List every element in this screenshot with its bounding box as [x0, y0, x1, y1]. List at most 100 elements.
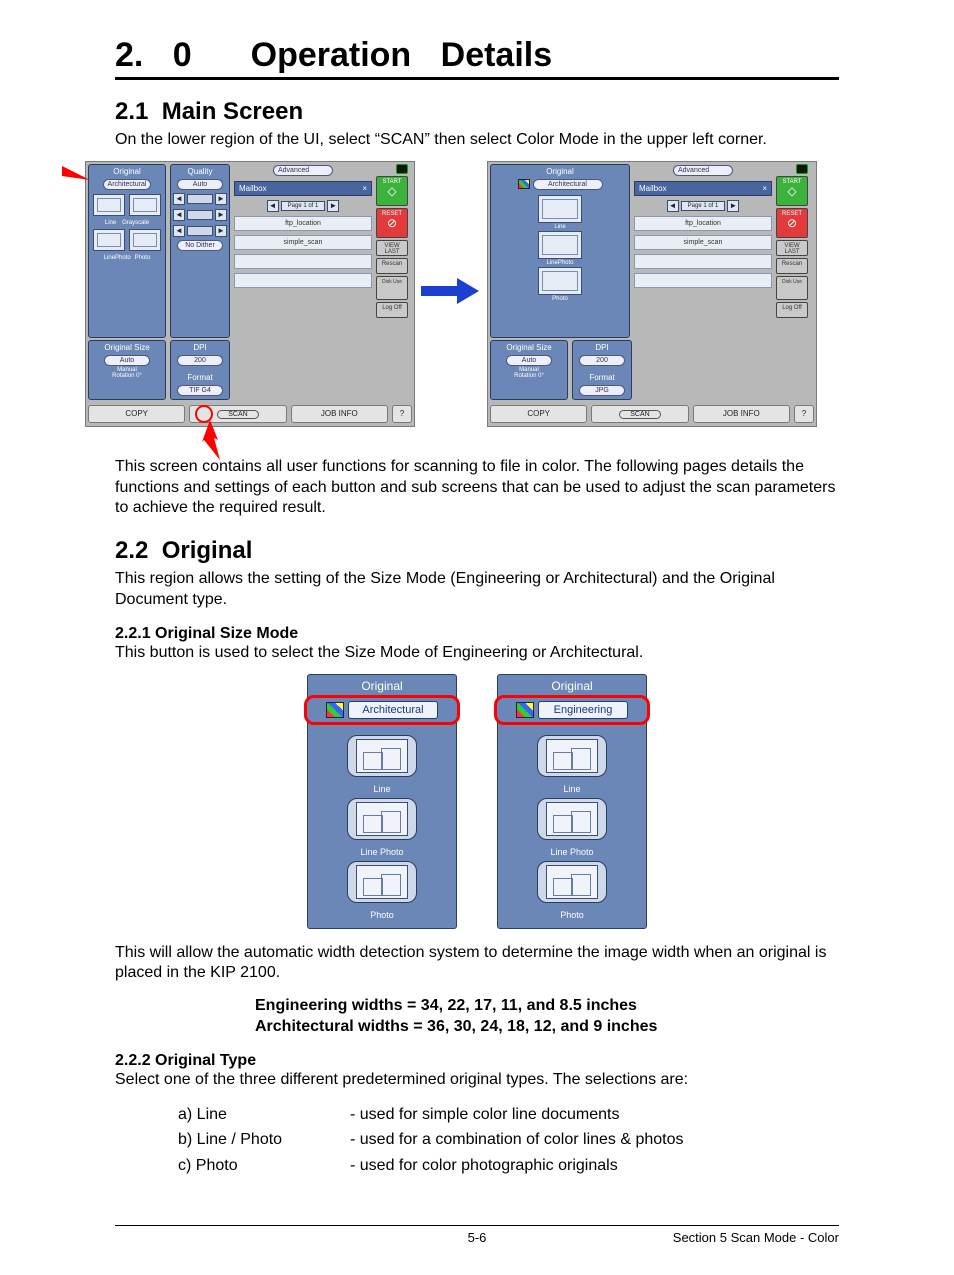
origsize-auto-r[interactable]: Auto: [506, 355, 552, 366]
page-next-r[interactable]: ►: [727, 200, 739, 212]
mailbox-ftp-r[interactable]: ftp_location: [634, 216, 772, 231]
advanced-button-r[interactable]: Advanced: [673, 165, 733, 176]
footer-page-number: 5-6: [356, 1230, 597, 1245]
section-2-2-1-after: This will allow the automatic width dete…: [115, 943, 839, 985]
section-2-2-2-heading: 2.2.2 Original Type: [115, 1052, 839, 1070]
copy-tab[interactable]: COPY: [88, 405, 185, 423]
orig-thumb-linephoto-e[interactable]: [546, 802, 598, 836]
logoff-button-r[interactable]: Log Off: [776, 302, 808, 318]
orig-thumb-linephoto-a[interactable]: [356, 802, 408, 836]
color-mode-icon-e[interactable]: [516, 702, 534, 718]
reset-button-r[interactable]: RESET⊘: [776, 208, 808, 238]
list-item: b) Line / Photo- used for a combination …: [177, 1128, 685, 1152]
format-value-left[interactable]: TIF G4: [177, 385, 223, 396]
thumb-linephoto-r[interactable]: [538, 231, 582, 259]
viewlast-button[interactable]: VIEW LAST: [376, 240, 408, 256]
orig-thumb-line-a[interactable]: [356, 739, 408, 773]
power-led-icon: [396, 164, 408, 174]
slider-right-2[interactable]: ►: [215, 209, 227, 221]
mailbox-blank-1[interactable]: .: [234, 254, 372, 269]
mailbox-header: Mailbox×: [234, 181, 372, 196]
list-item: a) Line- used for simple color line docu…: [177, 1103, 685, 1127]
format-header: Format: [173, 373, 227, 382]
orig-thumb-photo-e[interactable]: [546, 865, 598, 899]
footer-section: Section 5 Scan Mode - Color: [598, 1230, 839, 1245]
scan-ui-panel-left: Original Architectural Line Grayscale Li…: [85, 161, 415, 427]
section-2-2-1-text: This button is used to select the Size M…: [115, 643, 839, 664]
viewlast-button-r[interactable]: VIEW LAST: [776, 240, 808, 256]
page-prev-r[interactable]: ◄: [667, 200, 679, 212]
slider-left-1[interactable]: ◄: [173, 193, 185, 205]
original-header-r: Original: [546, 167, 574, 176]
slider-right-3[interactable]: ►: [215, 225, 227, 237]
mailbox-close-icon[interactable]: ×: [362, 184, 367, 193]
color-mode-icon-a[interactable]: [326, 702, 344, 718]
quality-header: Quality: [173, 167, 227, 176]
page-prev[interactable]: ◄: [267, 200, 279, 212]
rescan-button[interactable]: Rescan: [376, 258, 408, 274]
mailbox-ftp[interactable]: ftp_location: [234, 216, 372, 231]
mailbox-blank-1-r[interactable]: .: [634, 254, 772, 269]
section-2-2-2-text: Select one of the three different predet…: [115, 1070, 839, 1091]
original-mode-pill-r[interactable]: Architectural: [533, 179, 603, 190]
original-mode-figures: Original Architectural Line Line Photo P…: [115, 674, 839, 929]
section-2-2-1-heading: 2.2.1 Original Size Mode: [115, 625, 839, 643]
mailbox-blank-2[interactable]: .: [234, 273, 372, 288]
start-button[interactable]: START◇: [376, 176, 408, 206]
dpi-value-r[interactable]: 200: [579, 355, 625, 366]
original-mode-pill[interactable]: Architectural: [103, 179, 152, 190]
help-tab-r[interactable]: ?: [794, 405, 814, 423]
width-specs: Engineering widths = 34, 22, 17, 11, and…: [255, 996, 839, 1038]
dpi-value[interactable]: 200: [177, 355, 223, 366]
original-panel-architectural: Original Architectural Line Line Photo P…: [307, 674, 457, 929]
nodither-pill[interactable]: No Dither: [177, 240, 223, 251]
rescan-button-r[interactable]: Rescan: [776, 258, 808, 274]
mailbox-simple[interactable]: simple_scan: [234, 235, 372, 250]
orig-thumb-line-e[interactable]: [546, 739, 598, 773]
color-mode-icon[interactable]: [518, 179, 530, 189]
origsize-rotation-r[interactable]: Rotation 0°: [493, 373, 565, 379]
red-pointer-arrow-1: [62, 166, 98, 190]
mode-pill-engineering[interactable]: Engineering: [538, 701, 628, 719]
jobinfo-tab-r[interactable]: JOB INFO: [693, 405, 790, 423]
thumb-line[interactable]: [93, 194, 125, 216]
mailbox-blank-2-r[interactable]: .: [634, 273, 772, 288]
quality-auto-pill[interactable]: Auto: [177, 179, 223, 190]
thumb-photo-r[interactable]: [538, 267, 582, 295]
page-footer: 5-6 Section 5 Scan Mode - Color: [115, 1225, 839, 1245]
orig-thumb-photo-a[interactable]: [356, 865, 408, 899]
slider-left-3[interactable]: ◄: [173, 225, 185, 237]
copy-tab-r[interactable]: COPY: [490, 405, 587, 423]
logoff-button[interactable]: Log Off: [376, 302, 408, 318]
scan-tab-r[interactable]: SCAN: [591, 405, 688, 423]
origsize-rotation[interactable]: Rotation 0°: [91, 373, 163, 379]
section-2-2-heading: 2.2 Original: [115, 537, 839, 565]
thumb-linephoto[interactable]: [93, 229, 125, 251]
help-tab[interactable]: ?: [392, 405, 412, 423]
red-highlight-architectural: Architectural: [304, 695, 460, 725]
format-value-right[interactable]: JPG: [579, 385, 625, 396]
mailbox-close-icon-r[interactable]: ×: [762, 184, 767, 193]
reset-button[interactable]: RESET⊘: [376, 208, 408, 238]
mode-pill-architectural[interactable]: Architectural: [348, 701, 438, 719]
jobinfo-tab[interactable]: JOB INFO: [291, 405, 388, 423]
slider-right-1[interactable]: ►: [215, 193, 227, 205]
chapter-number: 2. 0: [115, 36, 192, 74]
thumb-line-r[interactable]: [538, 195, 582, 223]
mailbox-simple-r[interactable]: simple_scan: [634, 235, 772, 250]
disk-gauge: Disk Use: [376, 276, 408, 300]
page-next[interactable]: ►: [327, 200, 339, 212]
slider-left-2[interactable]: ◄: [173, 209, 185, 221]
origsize-header: Original Size: [91, 343, 163, 352]
section-2-1-heading: 2.1 Main Screen: [115, 98, 839, 126]
scan-ui-panel-right: Original Architectural Line LinePhoto Ph…: [487, 161, 817, 427]
advanced-button[interactable]: Advanced: [273, 165, 333, 176]
thumb-photo[interactable]: [129, 229, 161, 251]
page-indicator: Page 1 of 1: [281, 201, 326, 211]
list-item: c) Photo- used for color photographic or…: [177, 1154, 685, 1178]
origsize-auto[interactable]: Auto: [104, 355, 150, 366]
red-pointer-arrow-2: [190, 420, 230, 460]
thumb-grayscale[interactable]: [129, 194, 161, 216]
start-button-r[interactable]: START◇: [776, 176, 808, 206]
disk-gauge-r: Disk Use: [776, 276, 808, 300]
